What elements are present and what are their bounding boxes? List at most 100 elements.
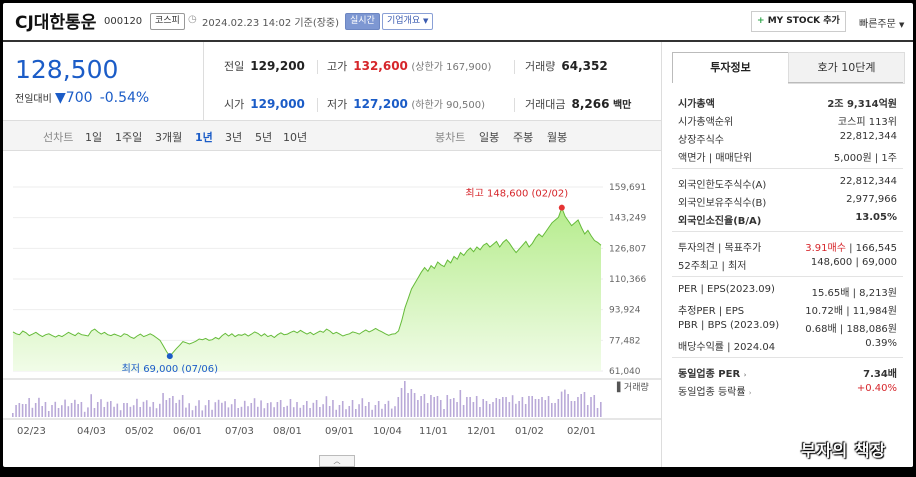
- candle-chart-label[interactable]: 봉차트: [435, 131, 466, 144]
- x-tick-label: 02/01: [567, 426, 596, 437]
- volume-bar: [531, 396, 533, 417]
- volume-bar: [142, 401, 145, 417]
- volume-bar: [505, 397, 507, 417]
- x-tick-label: 07/03: [225, 426, 254, 437]
- info-key: PBR | BPS (2023.09): [678, 320, 780, 331]
- period-1d[interactable]: 1일: [85, 131, 103, 144]
- volume-bar: [51, 405, 53, 417]
- invest-info-table: 시가총액 2조 9,314억원 시가총액순위 코스피 113위 상장주식수 22,812,…: [672, 92, 903, 398]
- candle-monthly[interactable]: 월봉: [547, 131, 568, 144]
- candle-weekly[interactable]: 주봉: [513, 131, 534, 144]
- volume-bar: [394, 406, 396, 417]
- x-tick-label: 08/01: [273, 426, 302, 437]
- info-row-sector-per: 동일업종 PER › 7.34배: [672, 362, 903, 380]
- down-arrow-icon: ▼: [55, 90, 66, 106]
- volume-bar: [80, 402, 83, 417]
- volume-bar: [172, 396, 174, 417]
- line-chart-label[interactable]: 선차트: [43, 131, 74, 144]
- period-3y[interactable]: 3년: [225, 131, 243, 144]
- period-1y[interactable]: 1년: [195, 131, 213, 144]
- company-info-dropdown[interactable]: 기업개요 ▼: [382, 13, 434, 30]
- volume-bar: [41, 406, 43, 417]
- volume-bar: [25, 404, 27, 417]
- info-key: 액면가 | 매매단위: [678, 153, 753, 164]
- change-percent: -0.54%: [99, 90, 150, 106]
- mystock-label: MY STOCK 추가: [767, 16, 840, 26]
- volume-bar: [430, 395, 432, 417]
- period-10y[interactable]: 10년: [283, 131, 308, 144]
- period-1w[interactable]: 1주일: [115, 131, 143, 144]
- volume-bar: [511, 395, 514, 417]
- add-mystock-button[interactable]: + MY STOCK 추가: [751, 11, 846, 32]
- volume-bar: [96, 402, 99, 417]
- volume-bar: [368, 402, 370, 417]
- market-cap-row: 액면가 | 매매단위 5,000원 | 1주: [672, 146, 903, 164]
- info-value: 22,812,344: [839, 176, 897, 187]
- stat-label: 고가: [327, 60, 348, 73]
- tab-orderbook[interactable]: 호가 10단계: [788, 52, 905, 84]
- volume-bar: [217, 399, 220, 417]
- volume-bar: [178, 399, 181, 417]
- stat-label: 시가: [224, 98, 245, 111]
- volume-bar: [322, 404, 324, 417]
- volume-bar: [459, 390, 462, 417]
- period-5y[interactable]: 5년: [255, 131, 273, 144]
- tab-invest-info[interactable]: 투자정보: [672, 52, 789, 83]
- volume-bar: [74, 399, 76, 417]
- volume-bar: [498, 399, 501, 417]
- info-value: 2조 9,314억원: [827, 99, 897, 110]
- info-value: 148,600 | 69,000: [810, 257, 897, 268]
- volume-bar: [214, 402, 217, 417]
- stat-value: 64,352: [561, 59, 608, 73]
- volume-bar: [90, 394, 92, 417]
- volume-bar: [560, 391, 563, 417]
- volume-bar: [34, 403, 37, 417]
- market-badge: 코스피: [150, 13, 185, 30]
- volume-bar: [384, 404, 386, 417]
- info-key: PER | EPS(2023.09): [678, 284, 775, 295]
- y-tick-label: 77,482: [609, 336, 641, 346]
- volume-bar: [557, 399, 560, 417]
- info-value: 22,812,344: [839, 131, 897, 142]
- info-key: 배당수익률 | 2024.04: [678, 342, 776, 353]
- volume-bar: [482, 399, 484, 417]
- volume-bar: [387, 400, 390, 417]
- volume-bar: [110, 401, 112, 417]
- volume-bar: [243, 400, 246, 417]
- volume-bar: [83, 411, 86, 417]
- change-value: 700: [65, 90, 93, 106]
- volume-bar: [453, 398, 455, 417]
- volume-bar: [515, 403, 517, 417]
- volume-bar: [273, 407, 275, 417]
- chart-expand-button[interactable]: ︿: [319, 455, 355, 467]
- candle-daily[interactable]: 일봉: [479, 131, 500, 144]
- volume-bar: [397, 397, 400, 417]
- watermark: 부자의 책장: [801, 441, 887, 460]
- realtime-badge[interactable]: 실시간: [345, 13, 380, 30]
- volume-bar: [577, 397, 579, 417]
- market-cap-row: 상장주식수 22,812,344: [672, 128, 903, 146]
- volume-bar: [28, 398, 30, 417]
- volume-bar: [312, 402, 315, 417]
- volume-bar: [479, 407, 481, 417]
- y-tick-label: 159,691: [609, 183, 646, 193]
- info-key[interactable]: 동일업종 등락률 ›: [678, 383, 752, 398]
- stat-high: 고가 132,600 (상한가 167,900): [327, 58, 491, 74]
- volume-bar: [348, 406, 351, 417]
- period-3m[interactable]: 3개월: [155, 131, 183, 144]
- price-chart[interactable]: 159,691 143,249 126,807 110,366 93,924 77,482…: [3, 151, 661, 459]
- volume-bar: [283, 407, 285, 417]
- stat-prev: 전일 129,200: [224, 58, 305, 74]
- high-annotation: 최고 148,600 (02/02): [465, 188, 568, 200]
- volume-bar: [377, 401, 380, 417]
- info-key[interactable]: 동일업종 PER ›: [678, 365, 747, 380]
- volume-bar: [168, 398, 171, 417]
- quick-order-button[interactable]: 빠른주문 ▼: [859, 15, 904, 30]
- stat-amount: 거래대금 8,266 백만: [525, 96, 631, 112]
- lower-limit: (하한가 90,500): [411, 100, 485, 111]
- volume-bar: [18, 403, 21, 417]
- chevron-right-icon: ›: [743, 371, 747, 379]
- volume-bar: [332, 400, 334, 417]
- stock-page: CJ대한통운 000120 코스피 ◷ 2024.02.23 14:02 기준(…: [3, 3, 913, 467]
- volume-bar: [299, 407, 302, 417]
